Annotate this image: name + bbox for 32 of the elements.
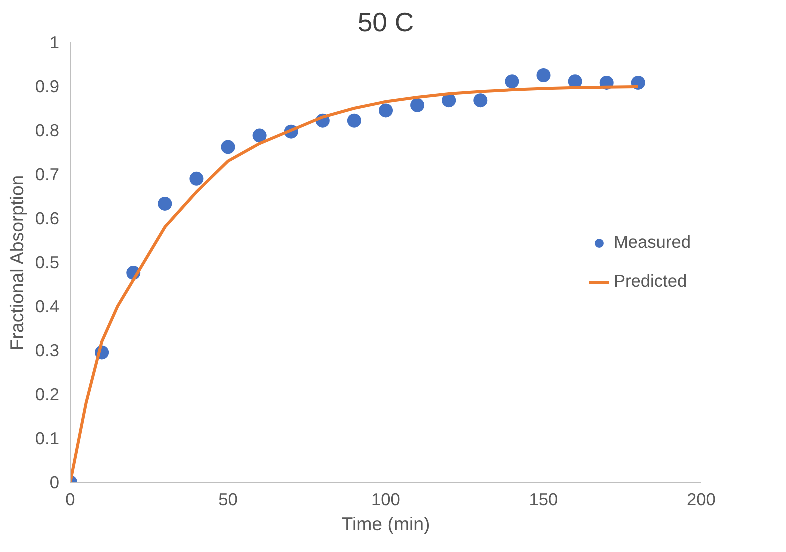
point: [505, 74, 520, 89]
point: [221, 140, 236, 154]
y-tick-label: 0.6: [35, 208, 60, 228]
x-tick-label: 50: [218, 490, 238, 510]
y-tick-label: 0.3: [35, 340, 60, 360]
y-tick-label: 0.5: [35, 252, 60, 272]
legend-label: Predicted: [614, 271, 688, 292]
point: [158, 196, 172, 211]
point: [474, 94, 488, 108]
point: [442, 94, 456, 108]
point: [252, 128, 267, 143]
y-tick-label: 0.4: [35, 296, 60, 316]
y-axis-title: Fractional Absorption: [6, 175, 28, 351]
point: [190, 172, 204, 186]
point: [379, 104, 393, 118]
y-tick-label: 1: [50, 32, 60, 52]
y-tick-label: 0.9: [35, 76, 60, 96]
point: [410, 98, 425, 112]
x-tick-label: 200: [687, 490, 716, 510]
y-tick-label: 0.8: [35, 120, 60, 140]
legend-label: Measured: [614, 232, 691, 253]
point: [347, 114, 362, 128]
y-tick-label: 0.1: [35, 428, 60, 448]
x-tick-label: 0: [66, 490, 76, 510]
y-tick-label: 0.2: [35, 384, 60, 404]
x-tick-label: 100: [372, 490, 400, 510]
y-tick-label: 0.7: [35, 164, 60, 184]
point: [536, 68, 551, 82]
chart-title: 50 C: [358, 8, 414, 38]
x-tick-label: 150: [529, 490, 558, 510]
x-axis-title: Time (min): [342, 514, 430, 534]
y-tick-label: 0: [50, 472, 60, 492]
